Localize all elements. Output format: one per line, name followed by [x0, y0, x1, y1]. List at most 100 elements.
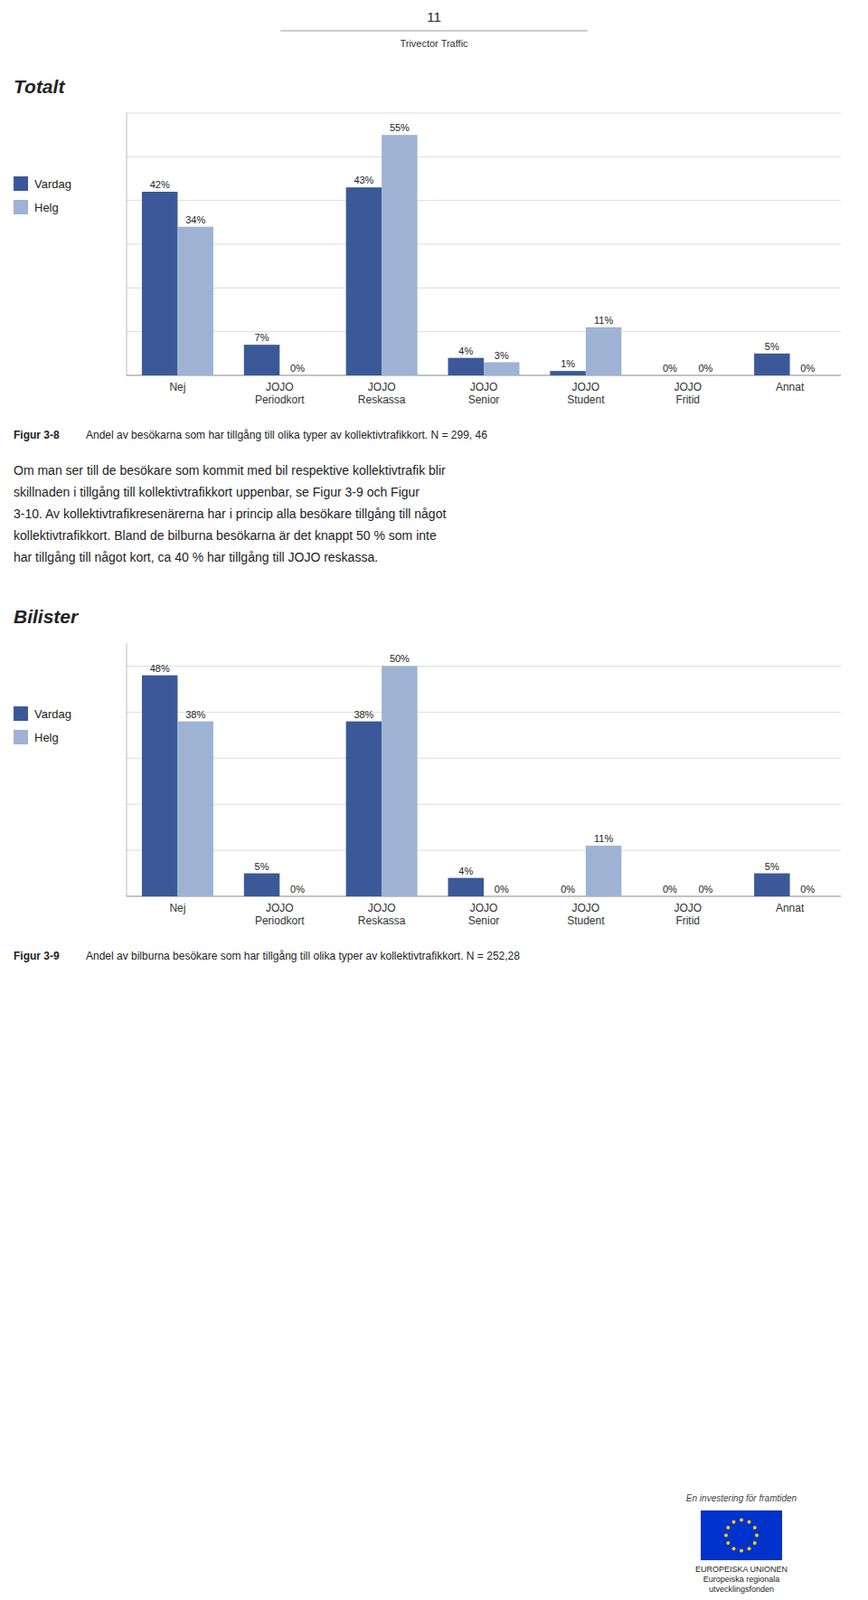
x-tick-label-line: Annat [775, 380, 805, 394]
bar [585, 327, 623, 376]
x-tick-label: JOJOPeriodkort [254, 901, 305, 927]
data-label: 5% [254, 860, 270, 872]
x-tick-label-line: Periodkort [254, 393, 305, 406]
bar [346, 721, 383, 897]
x-tick-label-line: JOJO [470, 901, 499, 915]
bar [177, 226, 214, 376]
bar [651, 375, 689, 377]
bar [141, 675, 179, 897]
grid-line [126, 287, 841, 289]
bar [177, 721, 214, 897]
footer-text: Europeiska regionala [703, 1574, 781, 1584]
caption-label: Figur 3-9 [13, 949, 60, 963]
eu-star [739, 1548, 744, 1553]
grid-line [126, 665, 841, 667]
data-label: 0% [698, 883, 714, 895]
grid-line [126, 711, 841, 713]
data-label: 0% [662, 883, 678, 895]
grid-line [126, 113, 841, 114]
bar [754, 353, 791, 376]
x-tick-label: JOJOSenior [468, 380, 501, 406]
data-label: 34% [185, 214, 206, 226]
chart: Bilister48%5%38%4%0%0%5%38%0%50%0%11%0%0… [13, 605, 841, 963]
bar [688, 375, 725, 377]
data-label: 42% [150, 179, 170, 190]
bar [790, 896, 827, 897]
x-tick-label: JOJOFritid [673, 901, 702, 927]
grid-line [126, 803, 841, 805]
data-label: 55% [389, 122, 410, 133]
eu-star [726, 1540, 730, 1545]
bar [585, 845, 623, 897]
data-label: 0% [662, 362, 678, 374]
bar [381, 134, 418, 376]
x-tick-label: JOJOReskassa [358, 380, 406, 406]
x-tick-label-line: JOJO [572, 901, 601, 915]
x-tick-label-line: JOJO [470, 380, 499, 394]
data-label: 5% [764, 340, 780, 352]
eu-star [754, 1533, 759, 1538]
data-label: 0% [698, 362, 714, 374]
grid-line [126, 199, 841, 201]
bar [549, 370, 586, 376]
chart: Totalt42%7%43%4%1%0%5%34%0%55%3%11%0%0%N… [13, 75, 841, 442]
legend-swatch [13, 199, 29, 215]
bars [141, 134, 791, 376]
eu-star [732, 1519, 736, 1524]
body-text: skillnaden i tillgång till kollektivtraf… [13, 484, 420, 500]
bar [381, 665, 418, 897]
grid-line [126, 156, 841, 158]
bar [346, 187, 383, 376]
body-text: kollektivtrafikkort. Bland de bilburna b… [13, 528, 437, 543]
bar [244, 344, 281, 376]
x-tick-label-line: JOJO [265, 380, 294, 394]
x-tick-label: JOJOStudent [566, 380, 605, 406]
bars [141, 665, 791, 897]
x-tick-label-line: Nej [169, 901, 186, 915]
x-tick-label-line: Student [566, 393, 605, 406]
x-tick-label: Nej [169, 901, 186, 915]
data-label: 7% [254, 331, 270, 343]
data-label: 3% [494, 349, 510, 361]
x-tick-label-line: Reskassa [358, 914, 406, 927]
data-label: 0% [290, 362, 305, 374]
data-label: 0% [800, 883, 815, 895]
eu-star [747, 1546, 752, 1550]
grid-line [126, 757, 841, 759]
x-tick-label-line: JOJO [572, 380, 601, 394]
body-text: Om man ser till de besökare som kommit m… [13, 462, 446, 478]
bar [279, 896, 316, 897]
data-label: 48% [150, 662, 170, 674]
x-tick-label-line: Senior [468, 393, 501, 406]
x-tick-label-line: JOJO [367, 380, 397, 394]
eu-star [732, 1546, 736, 1550]
bar [651, 896, 689, 897]
footer-text: utvecklingsfonden [708, 1584, 774, 1594]
page: 11Trivector TrafficTotalt42%7%43%4%1%0%5… [0, 0, 868, 1600]
bar [448, 358, 485, 376]
legend-label: Helg [34, 730, 59, 745]
x-tick-label-line: Student [566, 914, 605, 927]
y-axis-line [126, 642, 128, 897]
x-tick-label-line: JOJO [265, 901, 294, 915]
x-tick-label-line: Senior [468, 914, 501, 927]
eu-star [724, 1533, 728, 1538]
body-text: har tillgång till något kort, ca 40 % ha… [13, 549, 378, 565]
grid-line [126, 330, 841, 332]
legend-label: Helg [34, 200, 59, 215]
legend-label: Vardag [34, 177, 72, 191]
footer-text: EUROPEISKA UNIONEN [695, 1564, 788, 1574]
bar [483, 362, 520, 377]
eu-star [753, 1540, 757, 1545]
footer-text: En investering för framtiden [686, 1492, 798, 1503]
data-label: 11% [594, 832, 614, 844]
bar [448, 877, 485, 897]
x-tick-label-line: Nej [169, 380, 186, 394]
caption-text: Andel av besökarna som har tillgång till… [85, 428, 488, 442]
y-axis-line [126, 113, 128, 376]
x-tick-label: JOJOStudent [566, 901, 605, 927]
data-label: 38% [353, 708, 374, 720]
x-tick-label: JOJOSenior [468, 901, 501, 927]
bar [754, 873, 791, 897]
grid-line [126, 244, 841, 246]
